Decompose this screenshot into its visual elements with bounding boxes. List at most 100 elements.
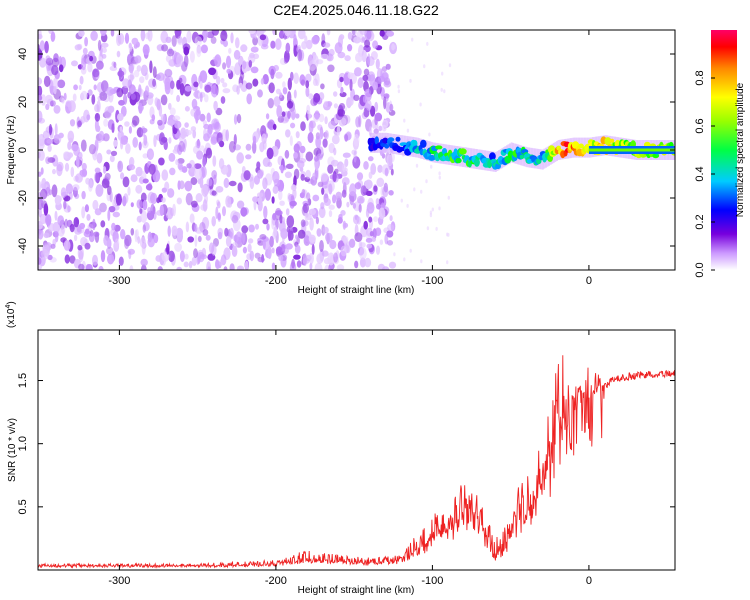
heatmap-noise-cell (67, 152, 74, 159)
heatmap-noise-cell (38, 171, 42, 177)
heatmap-noise-cell (233, 234, 239, 243)
heatmap-track-halo (563, 139, 566, 159)
heatmap-noise-cell (51, 57, 60, 67)
colorbar-gradient (711, 30, 737, 270)
heatmap-noise-cell (328, 264, 334, 270)
heatmap-noise-cell (257, 89, 263, 98)
heatmap-noise-cell (79, 75, 84, 85)
heatmap-noise-cell (130, 71, 134, 82)
heatmap-noise-cell (222, 82, 228, 88)
heatmap-noise-cell (94, 167, 101, 174)
heatmap-noise-cell (272, 30, 276, 36)
heatmap-noise-cell (43, 203, 49, 216)
heatmap-noise-cell (172, 115, 181, 121)
heatmap-noise-cell (73, 234, 78, 242)
heatmap-noise-cell (297, 49, 303, 62)
heatmap-noise-cell (73, 84, 78, 91)
heatmap-noise-cell (101, 42, 109, 48)
heatmap-noise-cell (200, 44, 208, 54)
heatmap-noise-cell (297, 30, 306, 40)
heatmap-noise-cell (259, 34, 267, 41)
heatmap-noise-cell (138, 102, 143, 114)
heatmap-noise-cell (381, 266, 390, 270)
heatmap-noise-cell (376, 203, 381, 210)
heatmap-noise-cell (344, 134, 349, 142)
heatmap-noise-cell (295, 113, 300, 119)
heatmap-noise-cell (192, 129, 197, 139)
heatmap-noise-cell (300, 121, 306, 132)
heatmap-noise-cell (65, 183, 74, 194)
heatmap-noise-cell (375, 58, 380, 70)
heatmap-noise-cell (337, 217, 343, 224)
heatmap-noise-cell (41, 248, 49, 260)
heatmap-noise-cell (389, 215, 393, 222)
heatmap-noise-cell (257, 196, 262, 205)
heatmap-noise-cell (240, 44, 248, 53)
heatmap-noise-cell (84, 228, 90, 235)
heatmap-noise-cell (188, 260, 193, 269)
heatmap-noise-cell (217, 227, 223, 237)
heatmap-noise-cell (248, 60, 253, 68)
heatmap-noise-cell (321, 187, 325, 195)
heatmap-noise-cell (339, 91, 347, 98)
heatmap-noise-cell (278, 189, 283, 201)
heatmap-noise-cell (81, 206, 86, 219)
heatmap-x-tick-label: 0 (586, 275, 592, 287)
heatmap-noise-cell (271, 196, 275, 204)
snr-x-ticks: -300 -200 -100 0 (108, 330, 592, 587)
heatmap-noise-cell (152, 78, 157, 87)
heatmap-noise-cell (139, 76, 145, 84)
heatmap-noise-cell (275, 88, 281, 95)
heatmap-noise-cell (362, 74, 369, 82)
heatmap-noise-cell (165, 36, 172, 43)
heatmap-noise-cell (334, 42, 343, 54)
heatmap-noise-cell (308, 252, 314, 265)
heatmap-noise-cell (39, 57, 47, 68)
heatmap-noise-cell (96, 125, 101, 133)
heatmap-noise-cell (236, 85, 240, 95)
heatmap-noise-cell (100, 250, 106, 263)
heatmap-noise-cell (324, 116, 328, 125)
heatmap-noise-cell (236, 200, 245, 209)
heatmap-noise-cell (57, 227, 65, 237)
heatmap-noise-cell (177, 180, 181, 191)
heatmap-noise-cell (102, 133, 110, 142)
heatmap-noise-cell (54, 210, 58, 221)
heatmap-noise-cell (397, 89, 401, 94)
heatmap-noise-cell (327, 252, 335, 266)
heatmap-noise-cell (150, 203, 155, 216)
heatmap-noise-cell (179, 134, 184, 143)
heatmap-noise-cell (204, 194, 208, 204)
heatmap-noise-cell (311, 35, 320, 45)
heatmap-signal-track (367, 132, 675, 172)
heatmap-noise-cell (109, 190, 113, 203)
heatmap-noise-cell (189, 50, 195, 63)
heatmap-noise-cell (194, 234, 198, 247)
heatmap-noise-cell (40, 188, 48, 200)
heatmap-noise-cell (49, 100, 56, 107)
heatmap-noise-cell (261, 254, 265, 263)
heatmap-noise-cell (368, 216, 373, 223)
heatmap-noise-cell (409, 78, 412, 83)
heatmap-noise-cell (364, 88, 372, 98)
heatmap-noise-cell (174, 242, 183, 252)
heatmap-noise-cell (51, 184, 58, 198)
heatmap-noise-cell (45, 214, 52, 226)
heatmap-noise-cell (166, 243, 170, 255)
heatmap-noise-cell (382, 119, 389, 128)
heatmap-noise-cell (379, 30, 385, 37)
heatmap-noise-cell (308, 120, 314, 133)
heatmap-noise-cell (290, 71, 294, 81)
heatmap-noise-cell (210, 84, 218, 98)
heatmap-noise-cell (92, 199, 99, 211)
heatmap-noise-cell (296, 260, 302, 268)
heatmap-noise-cell (286, 163, 294, 169)
heatmap-noise-cell (363, 161, 369, 170)
heatmap-noise-cell (184, 106, 190, 112)
heatmap-noise-cell (176, 94, 181, 103)
snr-y-multiplier-close: ) (6, 301, 17, 304)
heatmap-noise-cell (220, 96, 226, 104)
heatmap-noise-cell (147, 207, 152, 214)
heatmap-noise-cell (233, 114, 238, 125)
heatmap-noise-cell (386, 240, 394, 246)
